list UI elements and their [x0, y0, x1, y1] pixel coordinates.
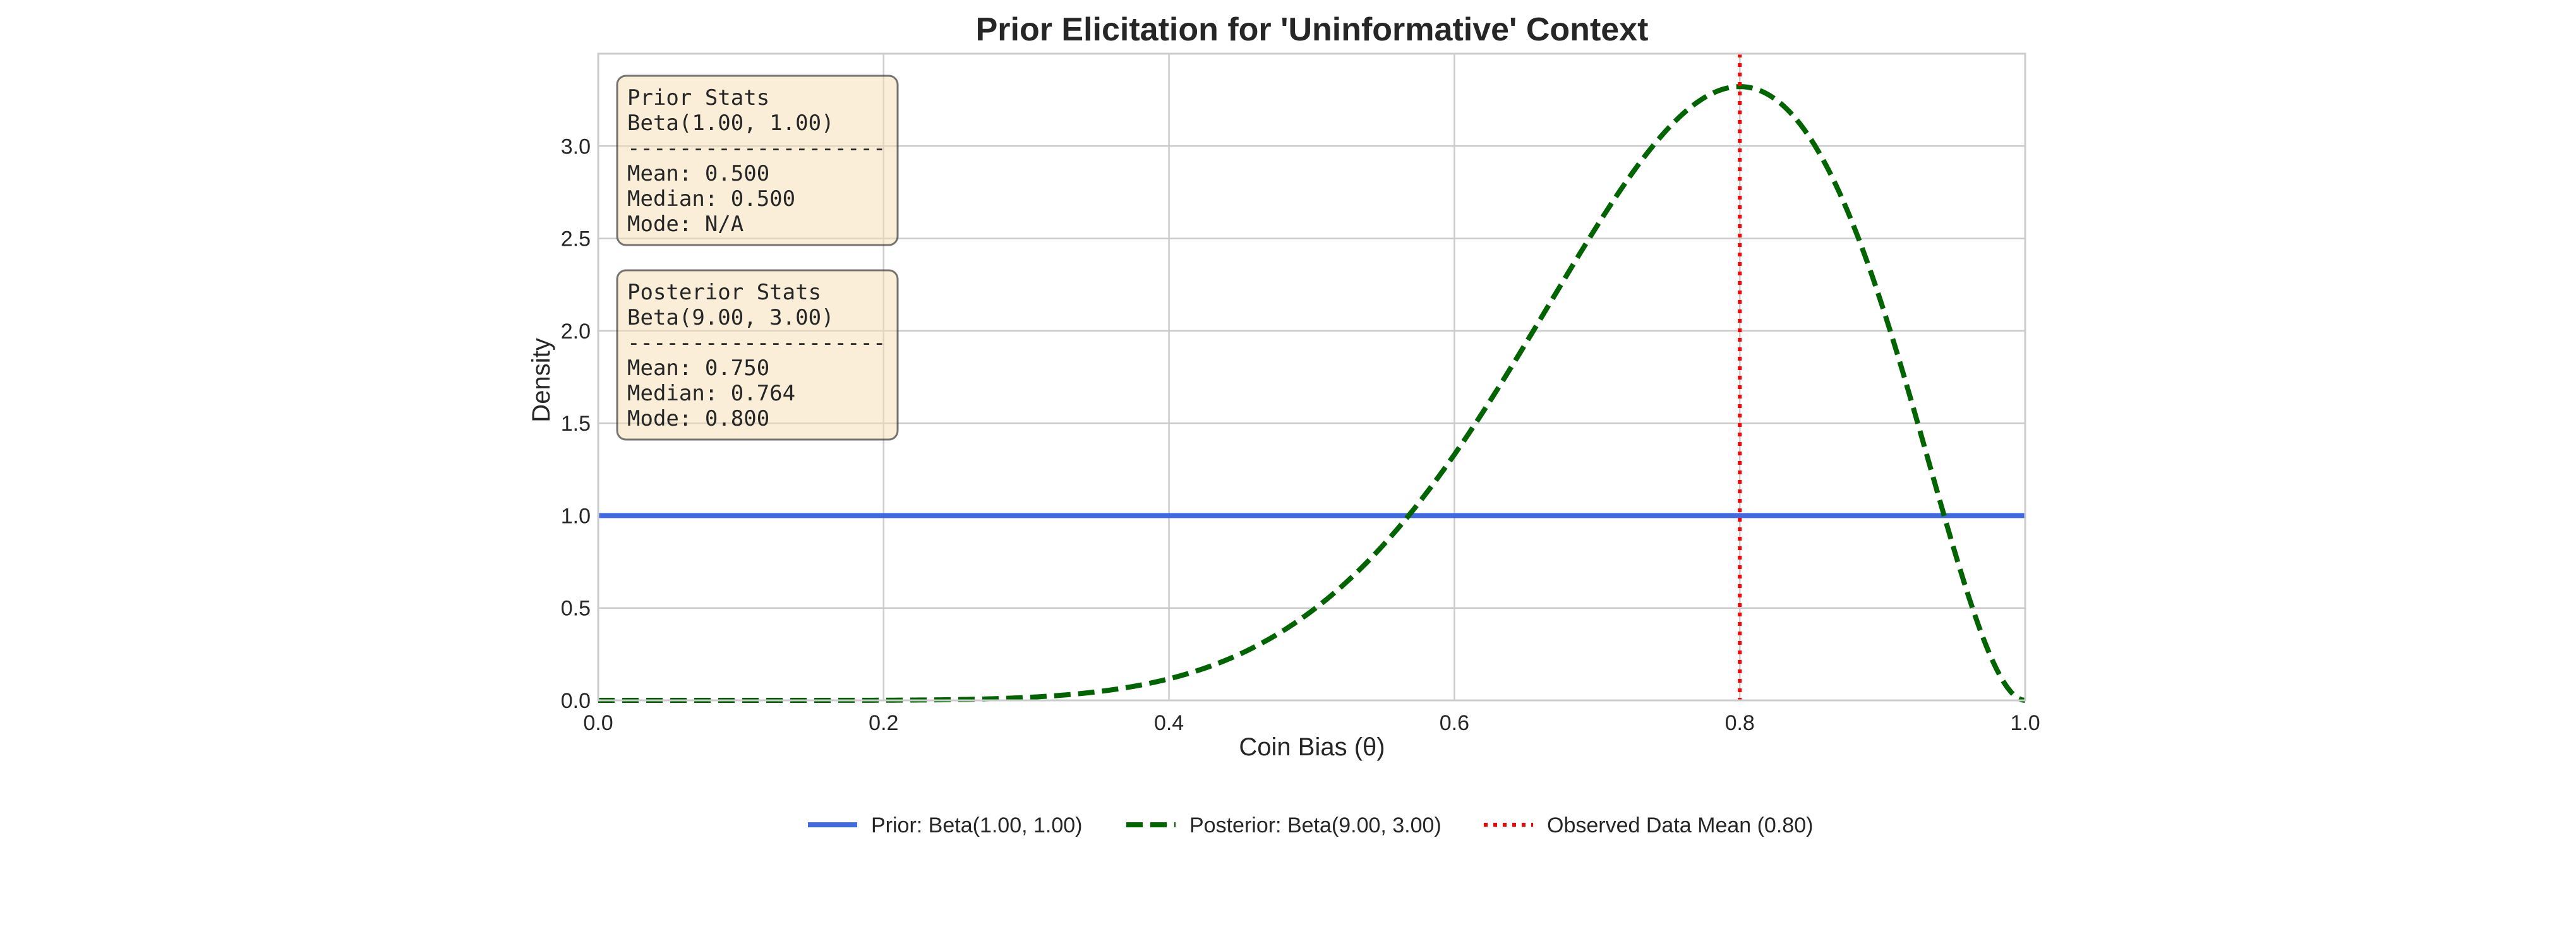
stat-box-line: Posterior Stats — [627, 280, 821, 305]
legend-label: Prior: Beta(1.00, 1.00) — [871, 813, 1083, 837]
stat-box-line: Mode: 0.800 — [627, 406, 769, 431]
legend-layer: Prior: Beta(1.00, 1.00) Posterior: Beta(9… — [808, 813, 1813, 837]
stat-box-background — [616, 269, 899, 441]
stat-box-line: -------------------- — [627, 136, 886, 161]
x-tick-label: 0.2 — [869, 711, 898, 735]
x-tick-label: 0.8 — [1725, 711, 1755, 735]
y-tick-label: 3.0 — [561, 135, 591, 159]
y-tick-label: 1.5 — [561, 412, 591, 436]
axes-frame — [597, 52, 2026, 702]
stat-box-line: Beta(1.00, 1.00) — [627, 111, 834, 136]
series-posterior-line — [598, 84, 2026, 703]
x-tick-label: 0.4 — [1154, 711, 1184, 735]
stat-box-line: Prior Stats — [627, 85, 769, 111]
stat-box-line: Median: 0.764 — [627, 381, 795, 406]
y-tick-label: 2.5 — [561, 227, 591, 251]
y-axis-label: Density — [527, 338, 555, 422]
axes-layer: 0.0 0.2 0.4 0.6 0.8 1.0 0.0 0.5 1.0 1.5 2.0 2.5 3.0 — [561, 52, 2040, 735]
stat-box-line: -------------------- — [627, 330, 886, 356]
stat-box-background — [616, 75, 899, 246]
y-tick-label: 0.5 — [561, 597, 591, 621]
stat-box-line: Mean: 0.750 — [627, 356, 769, 381]
x-tick-label: 0.6 — [1440, 711, 1469, 735]
legend-label: Observed Data Mean (0.80) — [1547, 813, 1813, 837]
legend-label: Posterior: Beta(9.00, 3.00) — [1189, 813, 1441, 837]
x-tick-label: 1.0 — [2010, 711, 2040, 735]
y-tick-label: 1.0 — [561, 504, 591, 528]
y-tick-label: 2.0 — [561, 320, 591, 344]
x-axis-label: Coin Bias (θ) — [1239, 733, 1385, 761]
stat-box-line: Mean: 0.500 — [627, 161, 769, 186]
stat-box-line: Beta(9.00, 3.00) — [627, 305, 834, 330]
x-tick-label: 0.0 — [583, 711, 613, 735]
stat-box-line: Median: 0.500 — [627, 186, 795, 212]
chart-title: Prior Elicitation for 'Uninformative' Co… — [976, 11, 1649, 48]
y-tick-label: 0.0 — [561, 689, 591, 713]
series-layer — [598, 54, 2026, 703]
stat-box-line: Mode: N/A — [627, 212, 743, 237]
